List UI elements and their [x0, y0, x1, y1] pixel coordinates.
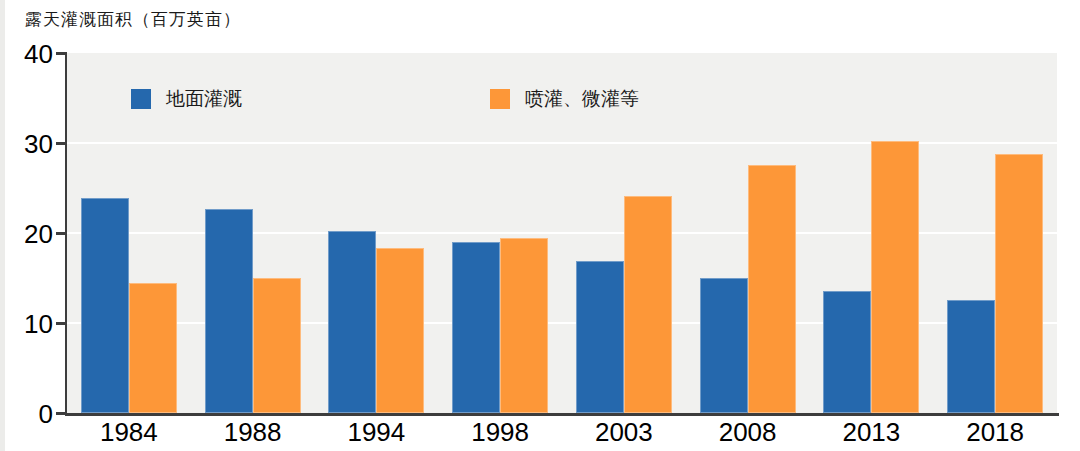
- legend-entry: 喷灌、微灌等: [490, 86, 639, 112]
- bar-sprinkler-micro: [871, 141, 919, 413]
- legend-label: 喷灌、微灌等: [525, 86, 639, 112]
- bar-sprinkler-micro: [995, 154, 1043, 413]
- chart-title: 露天灌溉面积（百万英亩）: [25, 8, 241, 31]
- bar-surface-irrigation: [700, 278, 748, 413]
- y-tick-mark: [56, 322, 65, 325]
- y-tick-mark: [56, 142, 65, 145]
- x-tick-label: 1984: [64, 417, 194, 448]
- x-tick-label: 2003: [559, 417, 689, 448]
- y-tick-label: 20: [0, 219, 53, 249]
- chart-figure: 露天灌溉面积（百万英亩） 地面灌溉 喷灌、微灌等 0 10 20 30 40 1984198…: [0, 0, 1080, 451]
- bar-sprinkler-micro: [624, 196, 672, 413]
- y-tick-label: 40: [0, 39, 53, 69]
- legend-entry: 地面灌溉: [131, 86, 242, 112]
- bar-sprinkler-micro: [376, 248, 424, 413]
- bar-sprinkler-micro: [129, 283, 177, 414]
- x-tick-label: 2008: [683, 417, 813, 448]
- y-tick-mark: [56, 52, 65, 55]
- x-tick-label: 2018: [930, 417, 1060, 448]
- bar-surface-irrigation: [823, 291, 871, 413]
- legend-label: 地面灌溉: [166, 86, 242, 112]
- y-tick-mark: [56, 412, 65, 415]
- bar-sprinkler-micro: [748, 165, 796, 413]
- y-tick-label: 0: [0, 399, 53, 429]
- bar-surface-irrigation: [328, 231, 376, 413]
- x-tick-label: 1994: [311, 417, 441, 448]
- y-tick-label: 30: [0, 129, 53, 159]
- y-tick-label: 10: [0, 309, 53, 339]
- y-tick-mark: [56, 232, 65, 235]
- bar-surface-irrigation: [81, 198, 129, 413]
- legend-swatch: [490, 89, 510, 109]
- legend-swatch: [131, 89, 151, 109]
- x-tick-label: 1988: [188, 417, 318, 448]
- bar-surface-irrigation: [947, 300, 995, 413]
- bar-surface-irrigation: [576, 261, 624, 413]
- bar-surface-irrigation: [452, 242, 500, 413]
- bar-surface-irrigation: [205, 209, 253, 413]
- bar-sprinkler-micro: [253, 278, 301, 413]
- bar-sprinkler-micro: [500, 238, 548, 414]
- plot-area: 地面灌溉 喷灌、微灌等: [67, 53, 1057, 413]
- x-tick-label: 1998: [435, 417, 565, 448]
- x-tick-label: 2013: [806, 417, 936, 448]
- x-axis-line: [65, 413, 1059, 416]
